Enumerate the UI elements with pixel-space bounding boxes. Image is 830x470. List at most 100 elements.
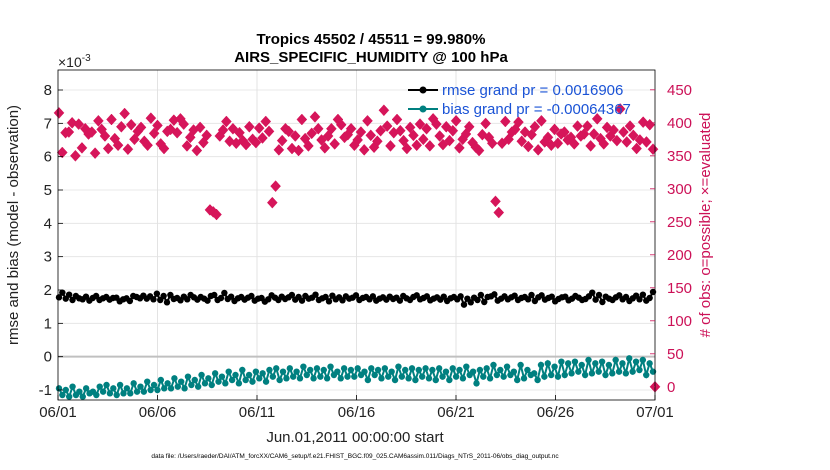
obs-point [598, 138, 610, 150]
rmse-point [160, 292, 167, 300]
obs-point [417, 133, 429, 146]
obs-point [529, 120, 541, 133]
bias-point [279, 368, 287, 375]
bias-point [486, 375, 494, 382]
left-tick-label: 1 [44, 315, 52, 332]
obs-series [53, 103, 661, 393]
bias-point [286, 365, 294, 372]
bias-point [177, 378, 185, 385]
bias-point [144, 378, 151, 385]
bias-series [55, 355, 657, 400]
obs-point [293, 144, 304, 157]
bias-point [398, 373, 406, 380]
bias-point [537, 361, 545, 369]
bias-point [425, 375, 433, 382]
obs-point [106, 113, 117, 126]
rmse-point [288, 291, 296, 299]
obs-point [194, 121, 206, 134]
bias-point [554, 373, 562, 380]
bias-point [161, 385, 168, 392]
legend-label-bias: bias grand pr = -0.00064367 [442, 101, 631, 118]
bias-point [473, 380, 480, 387]
bias-point [598, 358, 606, 365]
bias-point [76, 388, 83, 395]
obs-point [283, 125, 295, 138]
rmse-point [204, 297, 211, 304]
obs-point [582, 120, 593, 132]
bias-point [605, 361, 613, 369]
rmse-point [595, 291, 603, 299]
obs-point [519, 126, 531, 138]
bias-point [259, 370, 266, 377]
bias-point [405, 375, 412, 382]
bias-point [615, 368, 623, 375]
x-tick-label: 06/11 [239, 404, 275, 421]
bias-point [395, 363, 402, 370]
bias-point [208, 381, 215, 389]
bias-point [218, 373, 226, 380]
left-tick-label: 4 [44, 215, 52, 232]
obs-point [434, 130, 446, 142]
obs-point [568, 138, 580, 150]
bias-point [320, 366, 327, 374]
obs-point [191, 144, 203, 157]
bias-point [524, 366, 531, 374]
obs-point [549, 123, 560, 136]
obs-point [480, 117, 491, 130]
bias-point [116, 381, 124, 389]
left-tick-label: 8 [44, 82, 52, 99]
obs-point [276, 134, 288, 147]
bias-point [435, 365, 443, 372]
left-tick-label: 6 [44, 149, 52, 166]
obs-point [142, 139, 153, 152]
rmse-point [150, 296, 157, 303]
bias-point [69, 383, 76, 390]
obs-point [542, 131, 554, 144]
right-tick-label: 400 [667, 115, 692, 132]
rmse-point [467, 299, 474, 306]
x-axis: 06/01 06/06 06/11 06/16 06/21 06/26 07/01 [39, 395, 674, 421]
obs-point [303, 140, 314, 152]
bias-point [276, 376, 283, 384]
obs-point [634, 134, 646, 146]
obs-point [499, 115, 511, 128]
obs-point [385, 140, 396, 152]
obs-point [165, 123, 176, 136]
bias-point [181, 385, 188, 392]
obs-point [463, 120, 475, 133]
rmse-point [477, 291, 485, 299]
bias-point [354, 365, 361, 372]
rmse-point [126, 297, 134, 305]
bias-point [497, 366, 504, 374]
bias-point [174, 383, 181, 390]
obs-point [171, 126, 183, 139]
obs-point [394, 124, 406, 137]
y-axis-label-right: # of obs: o=possible; ×=evaluated [697, 113, 714, 338]
obs-point [116, 120, 127, 133]
right-tick-label: 300 [667, 181, 692, 198]
obs-point [122, 143, 134, 156]
obs-point [240, 138, 252, 151]
obs-point [76, 142, 88, 154]
obs-point [624, 120, 636, 132]
rmse-point [646, 294, 653, 302]
obs-point [319, 142, 331, 154]
obs-point [56, 146, 68, 159]
rmse-point [460, 301, 468, 308]
bias-point [171, 375, 178, 382]
bias-point [452, 373, 460, 380]
bias-point [110, 385, 117, 392]
bias-point [609, 370, 616, 377]
bias-point [79, 393, 86, 400]
bias-point [127, 390, 134, 397]
bias-point [256, 375, 263, 382]
obs-point [135, 121, 147, 134]
obs-point [250, 136, 262, 149]
bias-point [252, 368, 260, 375]
obs-point [266, 196, 278, 209]
left-tick-label: 2 [44, 282, 52, 299]
obs-point [454, 142, 465, 154]
obs-point [404, 121, 416, 134]
obs-point [289, 130, 301, 142]
rmse-point [481, 298, 488, 306]
